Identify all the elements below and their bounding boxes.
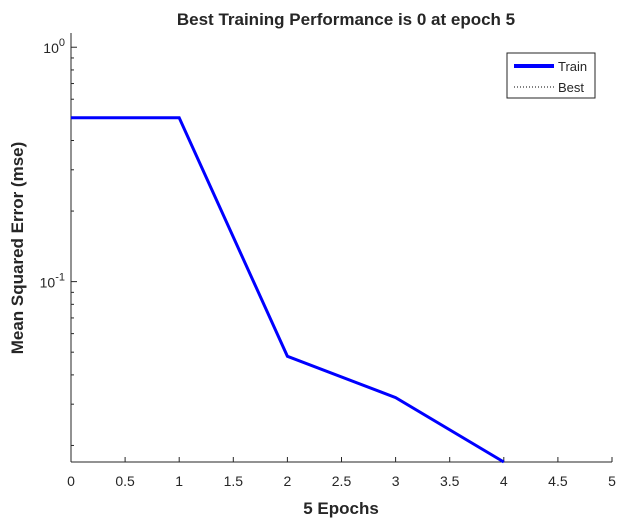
- x-tick-label: 0: [67, 473, 75, 489]
- legend-best-label: Best: [558, 80, 584, 95]
- x-ticks: 0 0.5 1 1.5 2 2.5 3 3.5 4 4.5 5: [67, 457, 616, 489]
- y-tick-label: 10-1: [40, 272, 65, 291]
- legend: Train Best: [506, 52, 596, 99]
- x-tick-label: 2: [284, 473, 292, 489]
- x-tick-label: 1: [175, 473, 183, 489]
- x-tick-label: 4.5: [548, 473, 568, 489]
- chart-title: Best Training Performance is 0 at epoch …: [177, 10, 515, 29]
- y-axis-label: Mean Squared Error (mse): [8, 142, 27, 355]
- x-tick-label: 2.5: [332, 473, 352, 489]
- y-ticks: 100 10-1: [40, 37, 77, 446]
- x-tick-label: 3.5: [440, 473, 460, 489]
- x-tick-label: 0.5: [115, 473, 135, 489]
- legend-train-label: Train: [558, 59, 587, 74]
- x-tick-label: 5: [608, 473, 616, 489]
- x-tick-label: 3: [392, 473, 400, 489]
- legend-box: [506, 52, 596, 99]
- y-tick-label: 100: [43, 37, 65, 56]
- series-layer: [70, 116, 505, 464]
- x-tick-label: 4: [500, 473, 508, 489]
- x-tick-label: 1.5: [224, 473, 244, 489]
- x-axis-label: 5 Epochs: [303, 499, 379, 518]
- series-line-train: [71, 116, 505, 464]
